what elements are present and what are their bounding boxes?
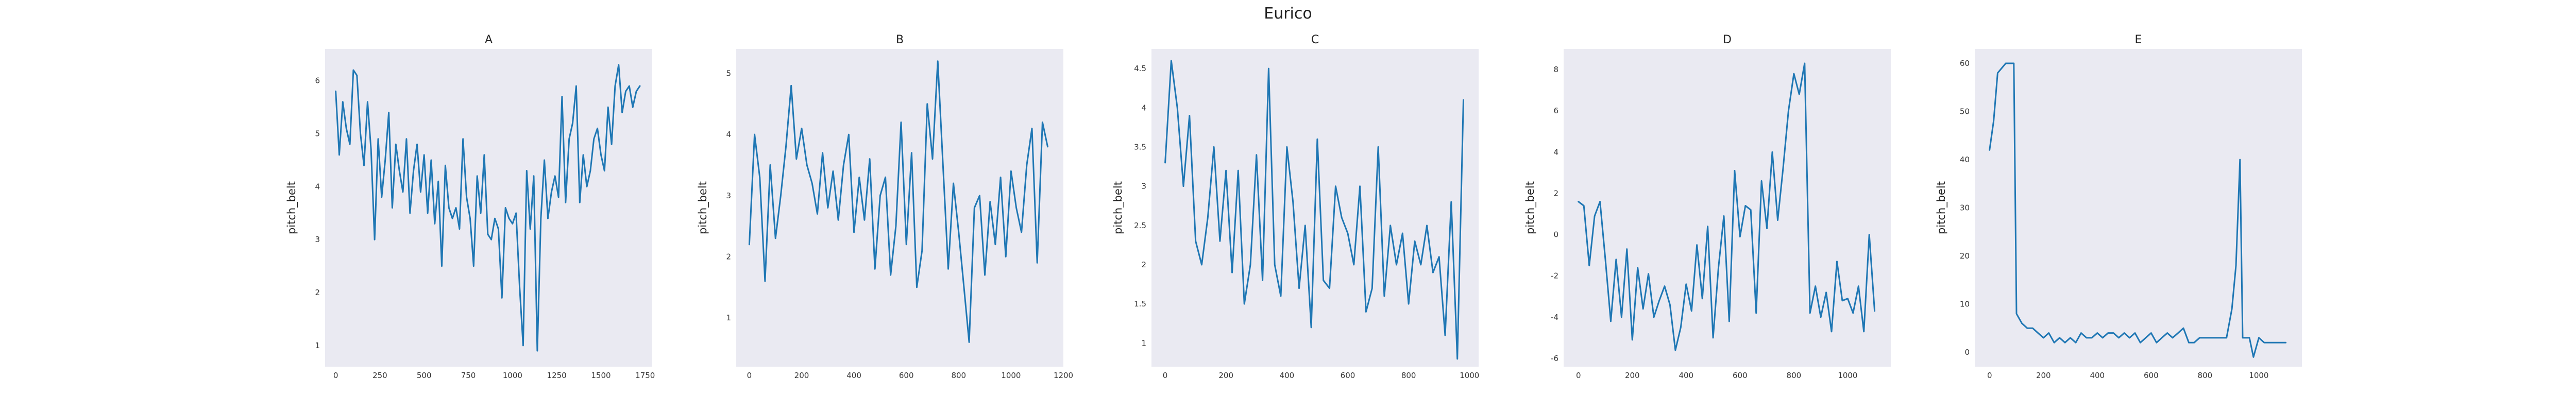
ytick-label-e: 10 xyxy=(1960,299,1970,308)
ylabel-e: pitch_belt xyxy=(1935,181,1948,234)
ytick-label-d: 4 xyxy=(1553,147,1558,157)
xtick-label-a: 0 xyxy=(333,371,338,380)
xtick-label-d: 600 xyxy=(1733,371,1748,380)
series-line-a xyxy=(335,64,641,352)
xtick-label-d: 1000 xyxy=(1838,371,1857,380)
ytick-label-c: 2.5 xyxy=(1134,221,1146,230)
ytick-label-c: 3 xyxy=(1141,182,1146,191)
xtick-label-d: 0 xyxy=(1576,371,1581,380)
ytick-label-e: 30 xyxy=(1960,203,1970,213)
xtick-label-b: 800 xyxy=(951,371,966,380)
series-line-d xyxy=(1578,62,1876,351)
xtick-label-b: 200 xyxy=(794,371,809,380)
ytick-label-d: 8 xyxy=(1553,65,1558,74)
xtick-label-b: 1200 xyxy=(1054,371,1073,380)
ytick-label-b: 2 xyxy=(726,252,731,261)
ytick-label-c: 1.5 xyxy=(1134,299,1146,308)
panel-title-b: B xyxy=(896,33,904,46)
plot-area-a xyxy=(325,49,652,367)
xtick-label-a: 1000 xyxy=(503,371,522,380)
ytick-label-e: 20 xyxy=(1960,251,1970,261)
plot-area-b xyxy=(736,49,1063,367)
xtick-label-e: 400 xyxy=(2090,371,2105,380)
series-line-e xyxy=(1989,62,2287,358)
series-line-b xyxy=(748,60,1048,343)
ytick-label-a: 1 xyxy=(315,341,320,350)
xtick-label-b: 1000 xyxy=(1001,371,1021,380)
ytick-label-d: 0 xyxy=(1553,230,1558,239)
xtick-label-c: 1000 xyxy=(1460,371,1479,380)
ytick-label-e: 40 xyxy=(1960,155,1970,164)
ytick-label-d: 6 xyxy=(1553,106,1558,115)
ylabel-d: pitch_belt xyxy=(1524,181,1537,234)
xtick-label-d: 200 xyxy=(1625,371,1640,380)
xtick-label-a: 750 xyxy=(461,371,476,380)
ytick-label-c: 1 xyxy=(1141,338,1146,348)
xtick-label-a: 1500 xyxy=(591,371,611,380)
ytick-label-c: 2 xyxy=(1141,260,1146,269)
ytick-label-b: 3 xyxy=(726,191,731,200)
xtick-label-d: 800 xyxy=(1787,371,1802,380)
ytick-label-b: 1 xyxy=(726,313,731,322)
ytick-label-b: 5 xyxy=(726,68,731,78)
xtick-label-e: 1000 xyxy=(2249,371,2268,380)
ytick-label-e: 60 xyxy=(1960,59,1970,68)
xtick-label-c: 600 xyxy=(1341,371,1355,380)
ytick-label-d: -4 xyxy=(1551,313,1558,322)
ytick-label-d: -6 xyxy=(1551,354,1558,363)
xtick-label-a: 1250 xyxy=(547,371,567,380)
xtick-label-e: 200 xyxy=(2036,371,2051,380)
xtick-label-b: 400 xyxy=(846,371,861,380)
ytick-label-e: 50 xyxy=(1960,107,1970,116)
ylabel-c: pitch_belt xyxy=(1112,181,1125,234)
xtick-label-c: 400 xyxy=(1280,371,1295,380)
ytick-label-a: 6 xyxy=(315,76,320,85)
ytick-label-a: 3 xyxy=(315,235,320,244)
plot-area-e xyxy=(1975,49,2302,367)
ytick-label-a: 2 xyxy=(315,288,320,297)
xtick-label-e: 0 xyxy=(1987,371,1992,380)
panel-title-d: D xyxy=(1723,33,1732,46)
xtick-label-b: 0 xyxy=(747,371,752,380)
ytick-label-b: 4 xyxy=(726,130,731,139)
plot-area-d xyxy=(1564,49,1891,367)
xtick-label-a: 500 xyxy=(417,371,432,380)
ytick-label-d: -2 xyxy=(1551,271,1558,281)
ytick-label-a: 4 xyxy=(315,182,320,191)
xtick-label-b: 600 xyxy=(899,371,914,380)
ytick-label-c: 4 xyxy=(1141,103,1146,112)
ytick-label-c: 3.5 xyxy=(1134,142,1146,151)
xtick-label-d: 400 xyxy=(1679,371,1693,380)
xtick-label-e: 800 xyxy=(2198,371,2213,380)
ylabel-b: pitch_belt xyxy=(697,181,709,234)
ytick-label-c: 4.5 xyxy=(1134,64,1146,73)
panel-title-a: A xyxy=(485,33,493,46)
ylabel-a: pitch_belt xyxy=(285,181,298,234)
panel-title-e: E xyxy=(2135,33,2142,46)
xtick-label-a: 1750 xyxy=(635,371,655,380)
xtick-label-c: 0 xyxy=(1163,371,1168,380)
xtick-label-c: 200 xyxy=(1218,371,1233,380)
ytick-label-d: 2 xyxy=(1553,188,1558,198)
series-line-c xyxy=(1164,60,1464,360)
xtick-label-e: 600 xyxy=(2144,371,2159,380)
ytick-label-a: 5 xyxy=(315,129,320,139)
xtick-label-c: 800 xyxy=(1401,371,1416,380)
ytick-label-e: 0 xyxy=(1964,348,1970,357)
xtick-label-a: 250 xyxy=(372,371,387,380)
panel-title-c: C xyxy=(1311,33,1319,46)
figure-title: Eurico xyxy=(1264,5,1312,23)
